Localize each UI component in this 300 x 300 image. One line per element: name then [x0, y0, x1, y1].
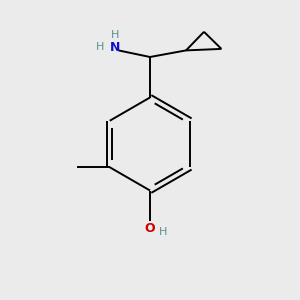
- Text: O: O: [145, 222, 155, 235]
- Text: H: H: [159, 227, 168, 237]
- Text: H: H: [111, 30, 119, 40]
- Text: H: H: [96, 42, 104, 52]
- Text: N: N: [110, 41, 120, 54]
